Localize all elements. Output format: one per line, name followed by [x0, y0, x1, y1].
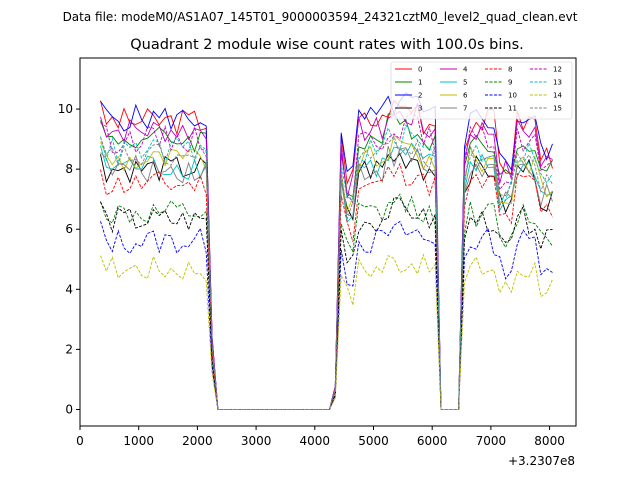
series-line-9 — [100, 193, 553, 410]
legend-label-0: 0 — [418, 66, 422, 74]
chart-title: Quadrant 2 module wise count rates with … — [130, 37, 524, 53]
series-line-11 — [100, 197, 553, 410]
x-tick-label: 6000 — [417, 434, 448, 448]
x-tick-label: 8000 — [534, 434, 565, 448]
legend-label-7: 7 — [463, 105, 467, 113]
legend-label-11: 11 — [508, 105, 517, 113]
y-tick-label: 6 — [65, 222, 73, 236]
y-tick-label: 10 — [58, 102, 73, 116]
axes-frame — [79, 57, 577, 427]
figure-suptitle: Data file: modeM0/AS1A07_145T01_90000035… — [63, 10, 578, 24]
legend-label-1: 1 — [418, 79, 422, 87]
y-tick-label: 8 — [65, 162, 73, 176]
series-line-13 — [100, 124, 553, 410]
x-tick-label: 5000 — [358, 434, 389, 448]
y-tick-label: 0 — [65, 402, 73, 416]
legend-label-6: 6 — [463, 92, 468, 100]
legend-label-12: 12 — [553, 66, 562, 74]
series-line-12 — [100, 112, 553, 410]
legend-label-8: 8 — [508, 66, 512, 74]
y-tick-label: 4 — [65, 282, 73, 296]
series-line-15 — [100, 135, 553, 410]
y-axis: 0 2 4 6 8 10 — [58, 102, 80, 416]
legend-label-3: 3 — [418, 105, 422, 113]
legend-label-9: 9 — [508, 79, 512, 87]
x-axis: 0 1000 2000 3000 4000 5000 6000 7000 8000 — [76, 426, 565, 448]
x-tick-label: 1000 — [123, 434, 154, 448]
legend-label-5: 5 — [463, 79, 467, 87]
x-tick-label: 4000 — [300, 434, 331, 448]
x-offset-label: +3.2307e8 — [508, 454, 575, 468]
plot-area: 0 1000 2000 3000 4000 5000 6000 7000 8000 0 2 4 6 8 1… — [58, 57, 577, 468]
y-tick-label: 2 — [65, 342, 73, 356]
legend-label-14: 14 — [553, 92, 562, 100]
series-line-14 — [100, 253, 553, 410]
legend-label-10: 10 — [508, 92, 517, 100]
legend-label-15: 15 — [553, 105, 562, 113]
legend-label-4: 4 — [463, 66, 468, 74]
x-tick-label: 7000 — [476, 434, 507, 448]
x-tick-label: 0 — [76, 434, 84, 448]
legend-frame — [390, 61, 573, 120]
legend-label-2: 2 — [418, 92, 422, 100]
x-tick-label: 3000 — [241, 434, 272, 448]
legend-label-13: 13 — [553, 79, 562, 87]
x-tick-label: 2000 — [182, 434, 213, 448]
series-layer — [100, 91, 553, 410]
